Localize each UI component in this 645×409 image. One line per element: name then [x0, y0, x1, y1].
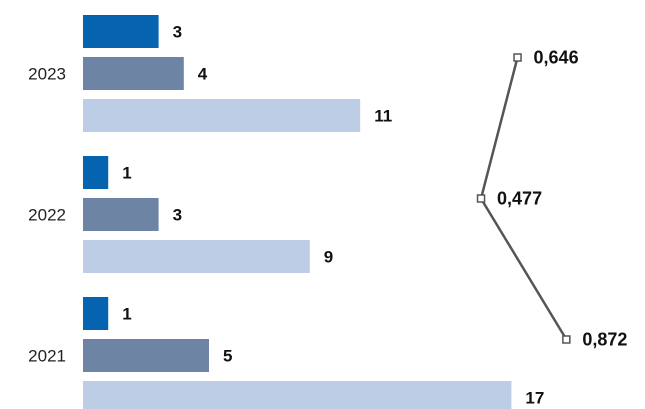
line-point-marker-2022 [476, 194, 486, 203]
line-value-label-2023: 0,646 [534, 48, 579, 68]
bar-2021-s2 [83, 339, 209, 372]
line-point-marker-2021 [562, 335, 571, 344]
bar-2021-s3 [83, 381, 512, 409]
bar-2022-s3 [83, 240, 310, 273]
bar-2021-s1 [83, 297, 109, 330]
line-series-group: 0,646 0,477 0,872 [476, 48, 627, 350]
bar-value-label-2022-s3: 9 [324, 248, 333, 267]
category-label-2021: 2021 [28, 347, 66, 366]
bar-value-label-2023-s2: 4 [198, 65, 208, 84]
bar-value-label-2023-s1: 3 [173, 23, 182, 42]
bar-value-label-2021-s3: 17 [525, 389, 544, 408]
bar-2022-s1 [83, 156, 109, 189]
category-label-2023: 2023 [28, 65, 66, 84]
bar-value-label-2022-s1: 1 [122, 164, 131, 183]
line-point-marker-2023 [513, 53, 522, 62]
line-value-label-2021: 0,872 [582, 330, 627, 350]
category-label-2022: 2022 [28, 206, 66, 225]
bar-2023-s3 [83, 99, 361, 132]
bar-value-label-2023-s3: 11 [374, 107, 392, 126]
bar-2023-s1 [83, 15, 159, 48]
line-value-label-2022: 0,477 [497, 189, 542, 209]
bar-value-label-2021-s2: 5 [223, 347, 232, 366]
bar-series-group: 3 4 11 2023 1 3 9 2022 1 5 17 2021 [28, 15, 544, 409]
bar-value-label-2021-s1: 1 [122, 305, 131, 324]
bar-2023-s2 [83, 57, 184, 90]
bar-2022-s2 [83, 198, 159, 231]
bar-value-label-2022-s2: 3 [173, 206, 182, 225]
